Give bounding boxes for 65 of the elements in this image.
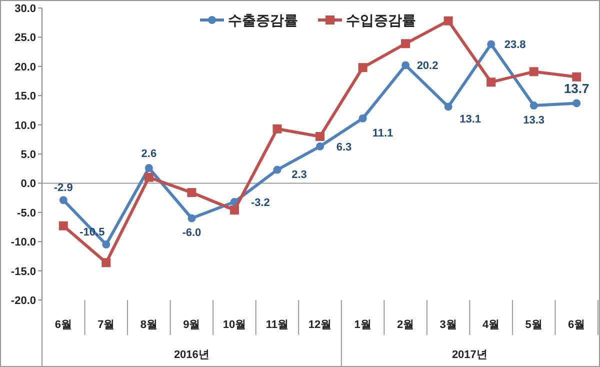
x-tick-label: 1월 xyxy=(354,319,372,331)
point xyxy=(230,206,239,215)
y-tick-label: -15.0 xyxy=(10,266,36,278)
data-label: 6.3 xyxy=(336,141,352,154)
point xyxy=(358,114,367,122)
point xyxy=(59,196,68,204)
data-label: -3.2 xyxy=(250,196,270,209)
point xyxy=(272,124,282,134)
data-label: 2.3 xyxy=(292,168,307,181)
point xyxy=(529,67,538,76)
x-tick-label: 3월 xyxy=(440,319,457,331)
point xyxy=(316,142,324,150)
x-tick-label: 2월 xyxy=(396,319,414,331)
y-tick-label: -20.0 xyxy=(10,295,36,307)
point xyxy=(102,240,110,249)
data-label: -6.0 xyxy=(182,227,202,240)
point xyxy=(102,258,111,268)
x-tick-label: 10월 xyxy=(222,319,246,331)
point xyxy=(58,221,68,230)
y-tick-label: 0.0 xyxy=(20,178,36,190)
x-tick-label: 4월 xyxy=(482,319,500,331)
point xyxy=(144,172,154,182)
text: 2017년 xyxy=(452,349,488,361)
data-label: 11.1 xyxy=(372,127,394,140)
legend-label: 수입증감률 xyxy=(346,12,416,28)
point xyxy=(358,63,368,72)
data-label: 2.6 xyxy=(141,148,157,160)
y-tick-label: 20.0 xyxy=(14,61,36,74)
data-label: -2.9 xyxy=(54,182,73,194)
point xyxy=(487,40,496,48)
x-tick-label: 8월 xyxy=(140,319,158,331)
point xyxy=(486,78,496,87)
x-tick-label: 11월 xyxy=(266,319,289,331)
point xyxy=(144,164,153,172)
point xyxy=(572,99,581,108)
point xyxy=(572,72,582,82)
data-label: 13.1 xyxy=(460,114,482,126)
y-tick-label: 15.0 xyxy=(14,90,36,103)
x-tick-label: 9월 xyxy=(183,319,200,331)
y-tick-label: 5.0 xyxy=(20,149,36,161)
y-tick-label: -5.0 xyxy=(17,207,36,220)
point xyxy=(188,214,196,222)
point xyxy=(402,61,410,70)
data-label: 13.3 xyxy=(523,114,545,127)
y-tick-label: 10.0 xyxy=(14,120,36,132)
point xyxy=(187,188,196,198)
point xyxy=(530,102,538,110)
point xyxy=(401,39,410,48)
y-tick-label: 30.0 xyxy=(14,3,36,15)
x-tick-label: 7월 xyxy=(98,319,115,331)
x-tick-label: 6월 xyxy=(568,319,586,331)
point xyxy=(444,16,453,26)
text: 2016년 xyxy=(174,349,210,361)
legend-label: 수출증감률 xyxy=(228,12,298,28)
y-tick-label: 25.0 xyxy=(14,32,36,44)
point xyxy=(273,166,282,174)
x-tick-label: 12월 xyxy=(308,319,332,331)
data-label: 13.7 xyxy=(564,81,590,96)
data-label: 23.8 xyxy=(504,39,526,52)
point xyxy=(316,132,324,141)
y-tick-label: -10.0 xyxy=(10,236,36,249)
x-tick-label: 5월 xyxy=(525,319,542,331)
data-label: 20.2 xyxy=(416,60,438,72)
x-tick-label: 6월 xyxy=(54,319,72,331)
point xyxy=(444,102,452,111)
